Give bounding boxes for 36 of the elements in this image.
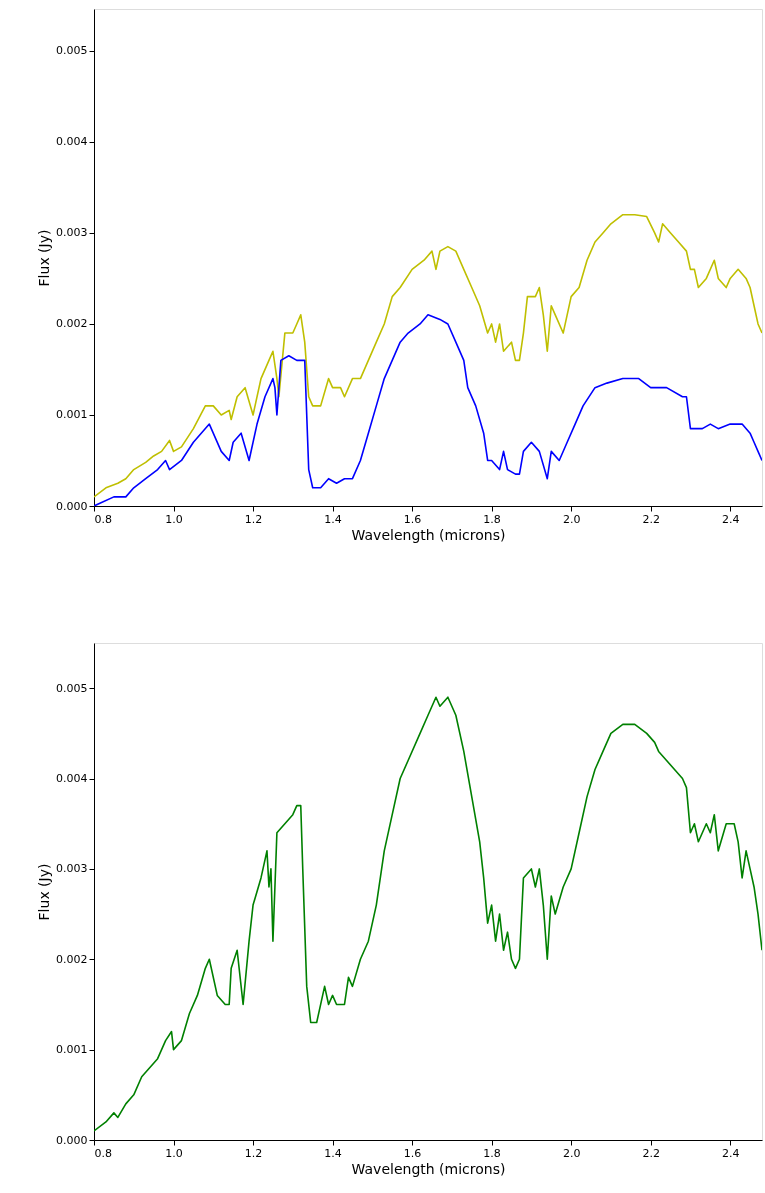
y-tick-label: 0.003 — [56, 226, 88, 240]
y-tick-label: 0.004 — [56, 135, 88, 149]
x-tick-label: 1.2 — [244, 512, 263, 526]
x-tick-label: 2.2 — [642, 1146, 660, 1160]
y-tick-label: 0.003 — [56, 862, 88, 876]
x-axis-title: Wavelength (microns) — [351, 1160, 506, 1177]
line-series — [94, 213, 762, 498]
y-tick-label: 0.001 — [56, 1043, 88, 1057]
y-axis-title: Flux (Jy) — [36, 229, 53, 287]
y-tick-label: 0.005 — [56, 44, 88, 58]
x-tick-label: 2.2 — [642, 512, 660, 526]
x-tick-label: 0.8 — [94, 512, 112, 526]
line-series — [94, 696, 762, 1132]
y-tick-label: 0.001 — [56, 408, 88, 422]
x-tick-label: 2.0 — [562, 512, 581, 526]
y-tick-label: 0.005 — [56, 681, 88, 695]
y-tick-label: 0.002 — [56, 952, 88, 966]
x-tick-label: 2.4 — [721, 512, 740, 526]
x-tick-label: 0.8 — [94, 1146, 112, 1160]
x-tick-label: 1.8 — [483, 1146, 501, 1160]
x-tick-label: 1.0 — [165, 512, 183, 526]
y-tick-label: 0.000 — [56, 1133, 88, 1147]
x-tick-label: 1.6 — [403, 512, 422, 526]
x-tick-label: 1.2 — [244, 1146, 263, 1160]
x-tick-label: 1.0 — [165, 1146, 183, 1160]
y-axis-title: Flux (Jy) — [36, 863, 53, 921]
x-tick-label: 1.4 — [324, 1146, 342, 1160]
x-tick-label: 1.8 — [483, 512, 501, 526]
x-axis-title: Wavelength (microns) — [351, 526, 506, 543]
y-tick-label: 0.002 — [56, 317, 88, 331]
x-tick-label: 2.0 — [562, 1146, 581, 1160]
y-tick-label: 0.004 — [56, 772, 88, 786]
x-tick-label: 1.4 — [324, 512, 342, 526]
x-tick-label: 1.6 — [403, 1146, 422, 1160]
y-tick-label: 0.000 — [56, 499, 88, 513]
x-tick-label: 2.4 — [721, 1146, 740, 1160]
